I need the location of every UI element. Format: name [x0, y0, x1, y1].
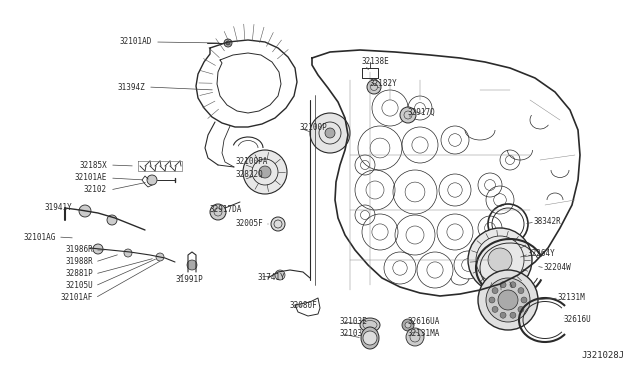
- Circle shape: [259, 166, 271, 178]
- Text: 32131MA: 32131MA: [408, 330, 440, 339]
- Circle shape: [271, 217, 285, 231]
- Text: 32616UA: 32616UA: [408, 317, 440, 327]
- Circle shape: [325, 128, 335, 138]
- Circle shape: [124, 249, 132, 257]
- Circle shape: [492, 307, 498, 312]
- Circle shape: [243, 150, 287, 194]
- Text: 32005F: 32005F: [236, 219, 263, 228]
- Circle shape: [405, 322, 411, 328]
- Circle shape: [275, 270, 285, 280]
- Text: 32101AE: 32101AE: [75, 173, 107, 183]
- Text: 31941Y: 31941Y: [44, 203, 72, 212]
- Text: 32105U: 32105U: [65, 282, 93, 291]
- Text: 32616U: 32616U: [564, 315, 592, 324]
- Circle shape: [518, 288, 524, 294]
- Text: 32101AG: 32101AG: [24, 232, 56, 241]
- Text: 32100P: 32100P: [300, 124, 328, 132]
- Circle shape: [156, 253, 164, 261]
- Text: 32138E: 32138E: [362, 58, 390, 67]
- Text: 31986R: 31986R: [65, 246, 93, 254]
- Text: 32101AD: 32101AD: [120, 38, 152, 46]
- Text: 32101AF: 32101AF: [61, 294, 93, 302]
- Ellipse shape: [360, 318, 380, 332]
- Circle shape: [518, 307, 524, 312]
- Text: 32917Q: 32917Q: [408, 108, 436, 116]
- Text: 32182Y: 32182Y: [370, 78, 397, 87]
- Text: 32080F: 32080F: [290, 301, 317, 311]
- Text: 31991P: 31991P: [176, 276, 204, 285]
- Text: 32881P: 32881P: [65, 269, 93, 279]
- Circle shape: [363, 331, 377, 345]
- Text: 38342R: 38342R: [533, 218, 561, 227]
- Text: 32102: 32102: [84, 186, 107, 195]
- Circle shape: [486, 278, 530, 322]
- Circle shape: [510, 312, 516, 318]
- Circle shape: [210, 204, 226, 220]
- Circle shape: [478, 270, 538, 330]
- Circle shape: [310, 113, 350, 153]
- Text: 32264Y: 32264Y: [527, 250, 555, 259]
- Text: 32131M: 32131M: [557, 294, 585, 302]
- Text: 32103E: 32103E: [340, 317, 368, 327]
- Circle shape: [93, 244, 103, 254]
- Text: 31988R: 31988R: [65, 257, 93, 266]
- Circle shape: [107, 215, 117, 225]
- Circle shape: [489, 297, 495, 303]
- Circle shape: [406, 328, 424, 346]
- Circle shape: [224, 39, 232, 47]
- Circle shape: [226, 41, 230, 45]
- Text: 32100PA: 32100PA: [236, 157, 268, 167]
- Circle shape: [500, 282, 506, 288]
- Text: 31741Y: 31741Y: [258, 273, 285, 282]
- Text: 32103: 32103: [340, 330, 363, 339]
- Text: 32185X: 32185X: [79, 160, 107, 170]
- Circle shape: [79, 205, 91, 217]
- Circle shape: [367, 80, 381, 94]
- Text: 32204W: 32204W: [543, 263, 571, 273]
- Ellipse shape: [361, 327, 379, 349]
- Circle shape: [500, 312, 506, 318]
- Circle shape: [498, 290, 518, 310]
- Circle shape: [147, 175, 157, 185]
- Circle shape: [492, 288, 498, 294]
- Circle shape: [400, 107, 416, 123]
- Circle shape: [187, 260, 197, 270]
- Text: 32822Q: 32822Q: [236, 170, 264, 179]
- Circle shape: [402, 319, 414, 331]
- Circle shape: [510, 282, 516, 288]
- Text: 31394Z: 31394Z: [117, 83, 145, 92]
- Text: J321028J: J321028J: [581, 352, 624, 360]
- Text: 32917DA: 32917DA: [210, 205, 243, 214]
- Circle shape: [488, 248, 512, 272]
- Circle shape: [521, 297, 527, 303]
- Circle shape: [468, 228, 532, 292]
